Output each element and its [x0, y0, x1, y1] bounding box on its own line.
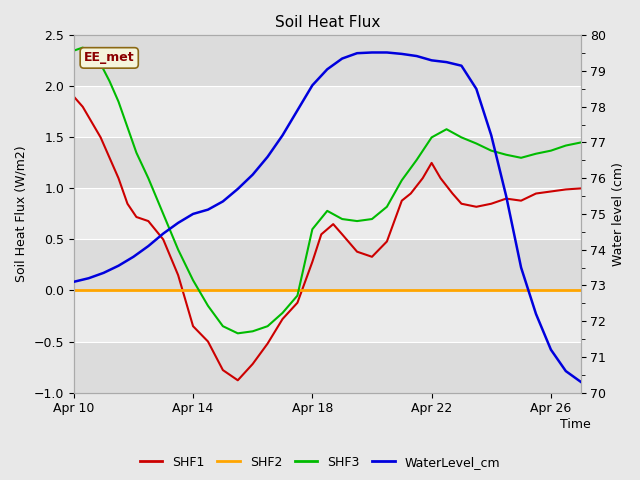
- Bar: [74, 86, 580, 137]
- Bar: [74, 290, 580, 341]
- Y-axis label: Water level (cm): Water level (cm): [612, 162, 625, 266]
- Bar: [74, 36, 580, 86]
- Bar: [74, 341, 580, 393]
- Y-axis label: Soil Heat Flux (W/m2): Soil Heat Flux (W/m2): [15, 145, 28, 282]
- X-axis label: Time: Time: [560, 418, 591, 431]
- Text: EE_met: EE_met: [84, 51, 134, 64]
- Bar: [74, 137, 580, 189]
- Bar: [74, 240, 580, 290]
- Title: Soil Heat Flux: Soil Heat Flux: [275, 15, 380, 30]
- Legend: SHF1, SHF2, SHF3, WaterLevel_cm: SHF1, SHF2, SHF3, WaterLevel_cm: [135, 451, 505, 474]
- Bar: [74, 189, 580, 240]
